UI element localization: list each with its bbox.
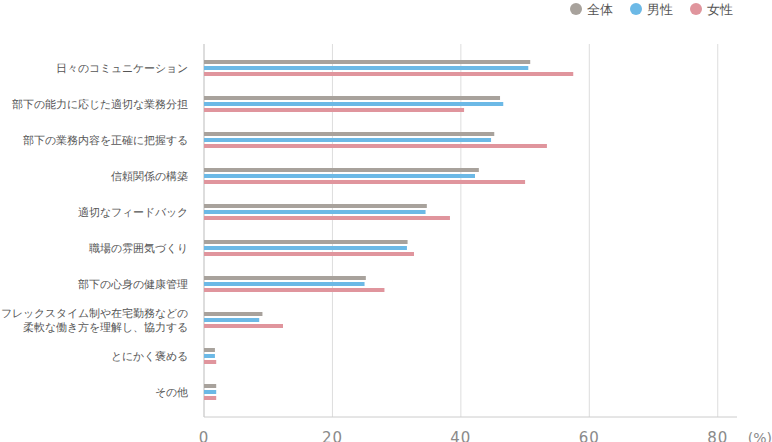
category-label: 日々のコミュニケーション bbox=[56, 62, 188, 74]
bar bbox=[204, 318, 259, 322]
legend-label: 男性 bbox=[647, 2, 673, 17]
bar bbox=[204, 354, 215, 358]
legend-label: 女性 bbox=[707, 2, 733, 17]
grid-line bbox=[589, 44, 590, 417]
legend-swatch bbox=[630, 3, 642, 15]
bar bbox=[204, 360, 216, 364]
category-label: 適切なフィードバック bbox=[78, 206, 188, 218]
bar bbox=[204, 312, 262, 316]
bar bbox=[204, 348, 215, 352]
category-label: 部下の能力に応じた適切な業務分担 bbox=[12, 98, 188, 110]
bar bbox=[204, 216, 450, 220]
bar bbox=[204, 180, 525, 184]
legend-swatch bbox=[570, 3, 582, 15]
legend: 全体 男性 女性 bbox=[570, 2, 733, 17]
tick-label: 0 bbox=[199, 429, 210, 442]
legend-label: 全体 bbox=[587, 2, 613, 17]
tick-label: 60 bbox=[579, 429, 600, 442]
bars bbox=[204, 60, 573, 400]
tick-label: 40 bbox=[450, 429, 471, 442]
chart-wrap: 0 20 40 60 80 (%) 日々のコミュニケーション部下の能力に応じた適切な業務分担… bbox=[0, 0, 772, 442]
bar bbox=[204, 96, 500, 100]
bar bbox=[204, 168, 479, 172]
bar bbox=[204, 102, 503, 106]
bar bbox=[204, 396, 216, 400]
bar bbox=[204, 204, 427, 208]
category-label: 部下の心身の健康管理 bbox=[78, 278, 188, 290]
bar bbox=[204, 210, 426, 214]
bar bbox=[204, 240, 408, 244]
bar bbox=[204, 174, 475, 178]
bar bbox=[204, 390, 216, 394]
category-label: 職場の雰囲気づくり bbox=[89, 242, 188, 254]
axis-label: (%) bbox=[748, 430, 772, 442]
tick-label: 20 bbox=[322, 429, 343, 442]
category-label: フレックスタイム制や在宅勤務などの柔軟な働き方を理解し、協力する bbox=[1, 307, 188, 334]
bar bbox=[204, 108, 464, 112]
bar bbox=[204, 144, 547, 148]
bar bbox=[204, 288, 384, 292]
bar bbox=[204, 324, 283, 328]
category-label: 信頼関係の構築 bbox=[111, 170, 188, 182]
bar bbox=[204, 252, 414, 256]
tick-label: 80 bbox=[707, 429, 728, 442]
category-label: その他 bbox=[155, 386, 188, 398]
bar bbox=[204, 246, 407, 250]
x-axis bbox=[204, 417, 737, 418]
chart: 0 20 40 60 80 (%) 日々のコミュニケーション部下の能力に応じた適切な業務分担… bbox=[0, 0, 772, 442]
bar bbox=[204, 132, 494, 136]
bar bbox=[204, 282, 365, 286]
grid-line bbox=[717, 44, 718, 417]
bar bbox=[204, 72, 573, 76]
bar bbox=[204, 66, 528, 70]
bar bbox=[204, 138, 491, 142]
grid bbox=[204, 44, 718, 417]
category-label: とにかく褒める bbox=[111, 350, 188, 362]
legend-swatch bbox=[690, 3, 702, 15]
bar bbox=[204, 60, 530, 64]
bar bbox=[204, 276, 366, 280]
category-label: 部下の業務内容を正確に把握する bbox=[23, 134, 188, 147]
bar bbox=[204, 384, 216, 388]
